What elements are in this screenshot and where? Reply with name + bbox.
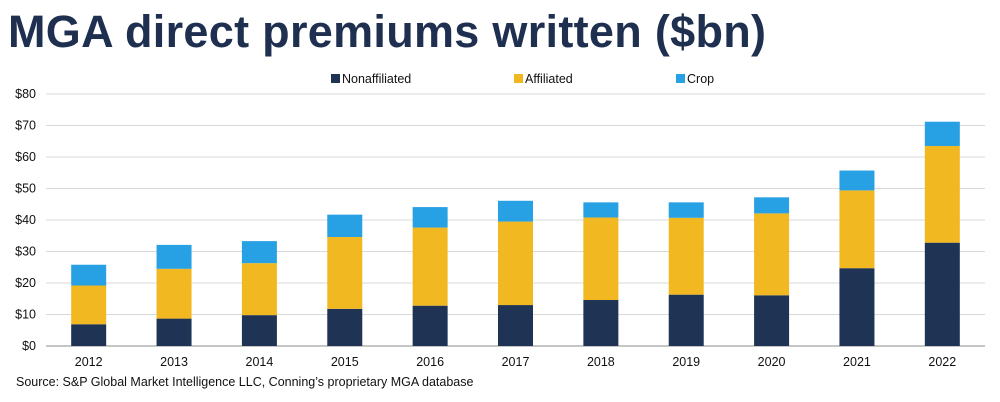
y-tick-label: $80 xyxy=(15,87,36,101)
x-tick-label: 2020 xyxy=(758,355,786,369)
bar-affiliated-2013 xyxy=(156,268,192,319)
bar-nonaffiliated-2016 xyxy=(412,305,448,346)
bar-crop-2020 xyxy=(754,197,790,214)
y-tick-label: $20 xyxy=(15,276,36,290)
y-tick-label: $10 xyxy=(15,308,36,322)
bar-nonaffiliated-2020 xyxy=(754,295,790,346)
bar-crop-2012 xyxy=(71,264,107,286)
y-tick-label: $70 xyxy=(15,119,36,133)
bar-affiliated-2015 xyxy=(327,237,363,309)
y-tick-label: $40 xyxy=(15,213,36,227)
x-tick-label: 2015 xyxy=(331,355,359,369)
y-tick-label: $50 xyxy=(15,182,36,196)
legend-label-affiliated: Affiliated xyxy=(525,72,573,86)
x-tick-label: 2019 xyxy=(672,355,700,369)
x-tick-label: 2016 xyxy=(416,355,444,369)
bar-nonaffiliated-2018 xyxy=(583,300,619,346)
bar-nonaffiliated-2019 xyxy=(668,294,704,346)
bar-crop-2013 xyxy=(156,244,192,269)
x-tick-label: 2022 xyxy=(928,355,956,369)
x-tick-label: 2021 xyxy=(843,355,871,369)
bar-nonaffiliated-2014 xyxy=(241,315,277,346)
bar-crop-2014 xyxy=(241,241,277,264)
bar-crop-2016 xyxy=(412,207,448,228)
bar-affiliated-2022 xyxy=(924,145,960,243)
bar-crop-2019 xyxy=(668,202,704,218)
bar-nonaffiliated-2013 xyxy=(156,318,192,346)
bar-affiliated-2018 xyxy=(583,217,619,301)
y-tick-label: $30 xyxy=(15,245,36,259)
legend-swatch-affiliated xyxy=(514,74,523,83)
y-tick-label: $0 xyxy=(22,339,36,353)
x-axis-ticks: 2012 2013 2014 2015 2016 2017 2018 2019 2020 2021… xyxy=(75,355,956,369)
bar-nonaffiliated-2012 xyxy=(71,324,107,346)
bar-crop-2018 xyxy=(583,202,619,218)
bar-affiliated-2020 xyxy=(754,213,790,296)
legend-label-crop: Crop xyxy=(687,72,714,86)
x-tick-label: 2018 xyxy=(587,355,615,369)
bar-affiliated-2012 xyxy=(71,285,107,325)
bar-crop-2017 xyxy=(498,200,533,222)
bar-affiliated-2017 xyxy=(498,221,533,306)
bar-nonaffiliated-2015 xyxy=(327,308,363,346)
legend-swatch-crop xyxy=(676,74,685,83)
bar-affiliated-2014 xyxy=(241,263,277,316)
y-tick-label: $60 xyxy=(15,150,36,164)
bar-nonaffiliated-2022 xyxy=(924,242,960,346)
x-tick-label: 2012 xyxy=(75,355,103,369)
bar-affiliated-2016 xyxy=(412,227,448,306)
x-tick-label: 2014 xyxy=(246,355,274,369)
bar-affiliated-2019 xyxy=(668,217,704,295)
x-tick-label: 2013 xyxy=(160,355,188,369)
bar-crop-2015 xyxy=(327,214,363,238)
page-title: MGA direct premiums written ($bn) xyxy=(8,6,767,57)
bar-nonaffiliated-2017 xyxy=(498,305,533,346)
source-note: Source: S&P Global Market Intelligence L… xyxy=(16,375,474,389)
legend: Nonaffiliated Affiliated Crop xyxy=(331,72,714,86)
legend-swatch-nonaffiliated xyxy=(331,74,340,83)
legend-label-nonaffiliated: Nonaffiliated xyxy=(342,72,411,86)
x-tick-label: 2017 xyxy=(502,355,530,369)
bar-crop-2022 xyxy=(924,121,960,146)
bar-affiliated-2021 xyxy=(839,190,875,269)
bars xyxy=(71,121,960,346)
y-axis-ticks: $0 $10 $20 $30 $40 $50 $60 $70 $80 xyxy=(15,87,36,353)
bar-nonaffiliated-2021 xyxy=(839,268,875,346)
bar-crop-2021 xyxy=(839,170,875,191)
